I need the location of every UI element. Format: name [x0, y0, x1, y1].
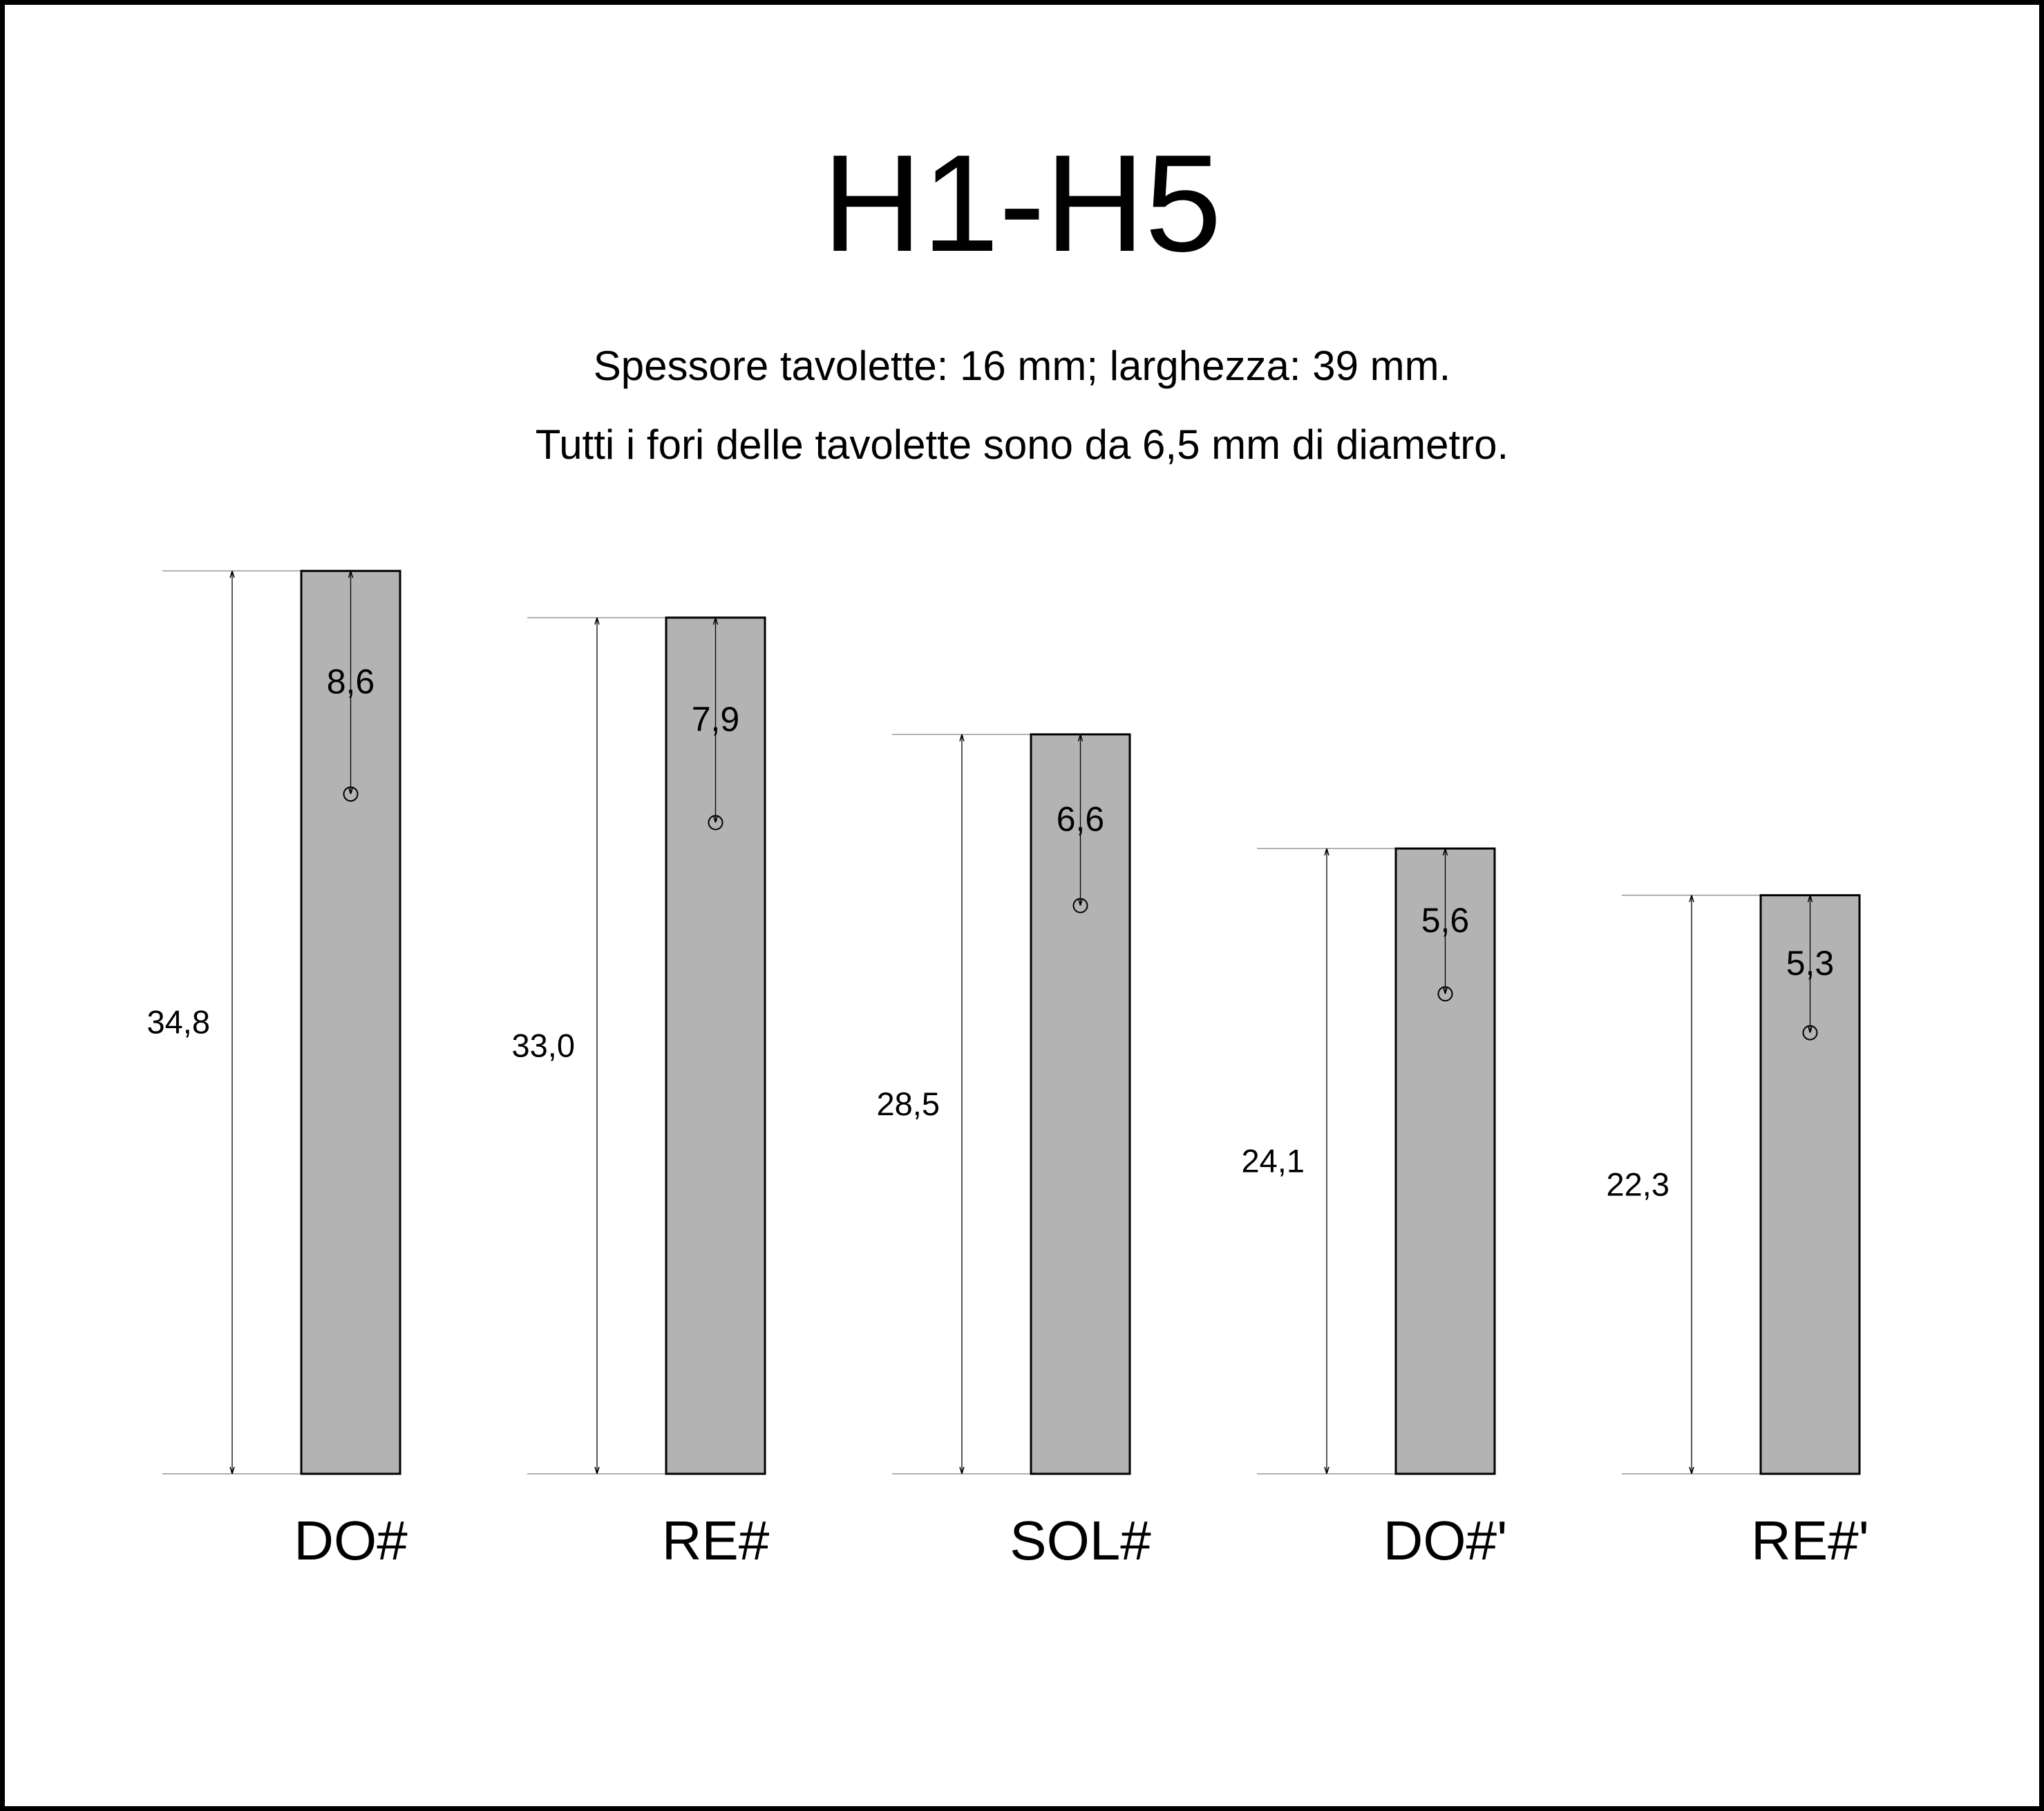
hole-circle [343, 786, 359, 802]
hole-offset-label: 5,6 [1421, 901, 1470, 940]
note-label: DO#' [1383, 1510, 1508, 1571]
note-label: SOL# [1010, 1510, 1151, 1571]
hole-offset-label: 7,9 [692, 700, 740, 739]
note-hole-diameter: Tutti i fori delle tavolette sono da 6,5… [535, 421, 1509, 468]
note-label: RE#' [1751, 1510, 1869, 1571]
note-thickness-width: Spessore tavolette: 16 mm; larghezza: 39… [593, 343, 1451, 389]
hole-circle [708, 815, 723, 831]
hole-circle [1072, 898, 1088, 913]
hole-circle [1437, 986, 1453, 1002]
note-label: RE# [662, 1510, 770, 1571]
length-label: 33,0 [512, 1027, 575, 1063]
length-label: 34,8 [147, 1004, 210, 1041]
length-label: 28,5 [877, 1085, 940, 1122]
page-title: H1-H5 [822, 126, 1222, 281]
hole-offset-label: 8,6 [327, 663, 375, 701]
hole-circle [1802, 1025, 1818, 1041]
hole-offset-label: 6,6 [1057, 800, 1105, 839]
length-label: 22,3 [1607, 1166, 1669, 1202]
hole-offset-label: 5,3 [1786, 944, 1835, 983]
note-label: DO# [294, 1510, 408, 1571]
length-label: 24,1 [1242, 1143, 1305, 1179]
